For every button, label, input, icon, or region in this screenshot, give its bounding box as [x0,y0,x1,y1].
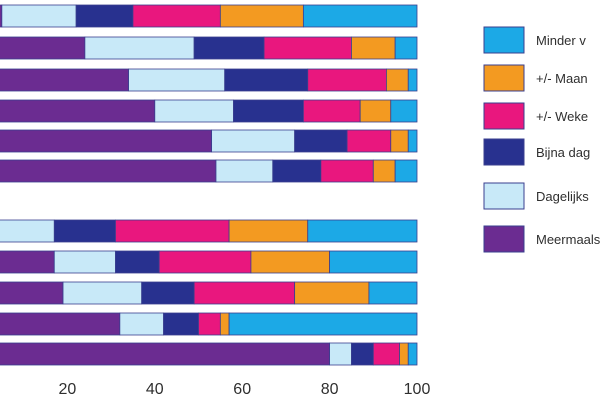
bar-segment-g2-r1--maan [228,219,309,243]
bar-segment-g1-r5-minder-v [407,129,418,153]
bar-segment-g2-r2--maan [250,250,331,274]
bar-segment-g1-r6-meermaals [0,159,217,183]
bar-segment-g1-r3--maan [386,68,409,92]
bar-segment-g1-r1--maan [219,4,304,28]
bar-segment-g1-r4-dagelijks [154,99,234,123]
bar-segment-g2-r5-minder-v [407,342,418,366]
bar-segment-g1-r2-bijna-dag [193,36,265,60]
bar-segment-g2-r2-meermaals [0,250,55,274]
bar-segment-g1-r4-minder-v [390,99,418,123]
bar-segment-g2-r3--maan [294,281,370,305]
bar-segment-g2-r4-bijna-dag [163,312,199,336]
bar-segment-g1-r3-minder-v [407,68,418,92]
legend-label-dagelijks: Dagelijks [536,189,589,204]
bar-segment-g1-r5-meermaals [0,129,213,153]
legend-label--weke: +/- Weke [536,109,588,124]
legend-swatch-bijna-dag [483,138,525,166]
bar-segment-g2-r2--weke [158,250,252,274]
bar-segment-g1-r3--weke [307,68,387,92]
bar-segment-g2-r3-minder-v [368,281,418,305]
bar-segment-g1-r1-minder-v [302,4,418,28]
bar-segment-g1-r2-dagelijks [84,36,195,60]
bar-segment-g1-r4-bijna-dag [233,99,304,123]
bar-segment-g2-r2-bijna-dag [115,250,160,274]
bar-segment-g1-r5-dagelijks [211,129,296,153]
bar-segment-g1-r5--maan [390,129,409,153]
bar-segment-g2-r4-meermaals [0,312,121,336]
bar-segment-g2-r5--maan [399,342,409,366]
bar-segment-g2-r4-minder-v [228,312,418,336]
legend-label-minder-v: Minder v [536,33,586,48]
bar-segment-g2-r5--weke [372,342,400,366]
bar-segment-g1-r6--weke [320,159,374,183]
bar-segment-g1-r3-meermaals [0,68,129,92]
legend-label-bijna-dag: Bijna dag [536,145,590,160]
legend-swatch-dagelijks [483,182,525,210]
bar-segment-g1-r4--weke [302,99,361,123]
bar-segment-g2-r2-minder-v [329,250,418,274]
bar-segment-g2-r2-dagelijks [53,250,116,274]
bar-segment-g1-r2--maan [351,36,396,60]
bar-segment-g2-r1--weke [115,219,230,243]
bar-segment-g2-r4--maan [219,312,230,336]
legend-label--maan: +/- Maan [536,71,588,86]
bar-segment-g2-r3-bijna-dag [141,281,195,305]
bar-segment-g2-r4-dagelijks [119,312,164,336]
bar-segment-g1-r4--maan [359,99,392,123]
bar-segment-g1-r6-dagelijks [215,159,274,183]
legend-label-meermaals: Meermaals [536,232,600,247]
bar-segment-g1-r1-bijna-dag [75,4,134,28]
bar-segment-g1-r2-meermaals [0,36,86,60]
bar-segment-g1-r6--maan [372,159,396,183]
bar-segment-g1-r6-bijna-dag [272,159,322,183]
bar-segment-g2-r1-minder-v [307,219,418,243]
bar-segment-g1-r2--weke [263,36,352,60]
bar-segment-g2-r3--weke [193,281,296,305]
legend-swatch--weke [483,102,525,130]
bar-segment-g1-r5-bijna-dag [294,129,348,153]
bar-segment-g2-r5-bijna-dag [351,342,374,366]
bar-segment-g2-r1-dagelijks [0,219,55,243]
legend-swatch-minder-v [483,26,525,54]
bar-segment-g2-r3-meermaals [0,281,64,305]
x-tick-label-20: 20 [59,381,77,398]
bar-segment-g1-r1--weke [132,4,221,28]
bar-segment-g1-r1-dagelijks [1,4,77,28]
bar-segment-g2-r4--weke [198,312,221,336]
bar-segment-g1-r5--weke [346,129,392,153]
legend-swatch--maan [483,64,525,92]
legend-swatch-meermaals [483,225,525,253]
bar-segment-g2-r1-bijna-dag [53,219,116,243]
bar-segment-g2-r5-meermaals [0,342,331,366]
bar-segment-g2-r5-dagelijks [329,342,352,366]
x-tick-label-40: 40 [146,381,164,398]
bar-segment-g1-r3-dagelijks [128,68,226,92]
bar-segment-g1-r4-meermaals [0,99,156,123]
bar-segment-g2-r3-dagelijks [62,281,143,305]
x-tick-label-80: 80 [321,381,339,398]
x-tick-label-60: 60 [233,381,251,398]
bar-segment-g1-r6-minder-v [394,159,418,183]
bar-segment-g1-r2-minder-v [394,36,418,60]
bar-segment-g1-r3-bijna-dag [224,68,309,92]
x-tick-label-100: 100 [404,381,431,398]
